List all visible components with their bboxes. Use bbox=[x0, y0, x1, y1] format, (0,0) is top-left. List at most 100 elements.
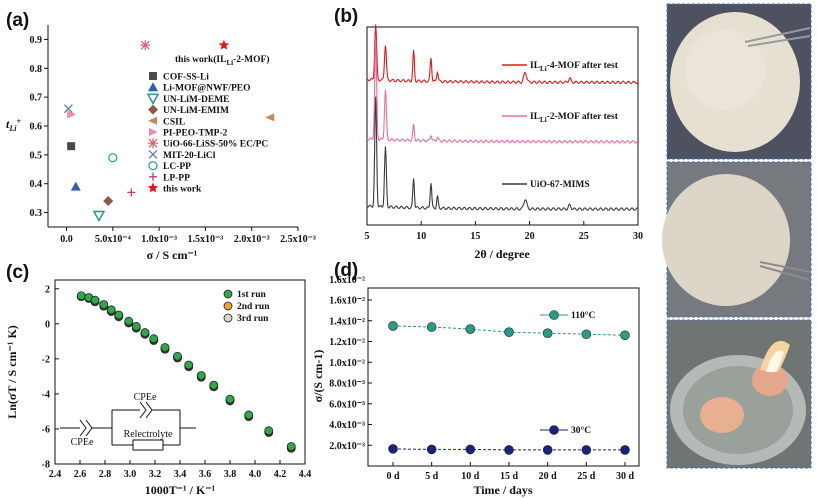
chart-c-legend-marker bbox=[223, 301, 233, 311]
chart-c-xtick-label: 4.2 bbox=[274, 469, 287, 480]
chart-d-legend-label: 110°C bbox=[571, 310, 596, 321]
circuit-label-cpe-top: CPEe bbox=[134, 392, 157, 403]
chart-a-xtick-label: 2.5x10⁻³ bbox=[280, 234, 316, 245]
chart-a-xlabel: σ / S cm⁻¹ bbox=[147, 248, 198, 262]
chart-a-point bbox=[103, 196, 114, 207]
chart-c-point bbox=[196, 371, 206, 380]
photo-membrane-1 bbox=[666, 3, 812, 160]
chart-c-xtick-label: 3.0 bbox=[124, 469, 137, 480]
chart-b-legend-label: ILLi-4-MOF after test bbox=[530, 61, 619, 73]
chart-d-point bbox=[581, 329, 592, 340]
chart-a-legend-marker bbox=[146, 93, 160, 105]
chart-d-xtick-label: 15 d bbox=[500, 471, 519, 482]
chart-b: 2θ / degree 5 10 15 20 25 30 ILLi-4-MOF after … bbox=[365, 24, 643, 261]
chart-c-xtick-label: 3.4 bbox=[174, 469, 187, 480]
chart-d-ytick-label: 1.2x10⁻² bbox=[329, 337, 365, 348]
chart-c-ytick-label: -4 bbox=[42, 389, 50, 400]
chart-d-point bbox=[465, 444, 476, 455]
chart-d-ytick-label: 1.0x10⁻² bbox=[329, 358, 365, 369]
chart-d-legend-label: 30°C bbox=[571, 425, 591, 436]
equivalent-circuit-inset bbox=[60, 401, 196, 451]
circuit-label-cpe-left: CPEe bbox=[71, 437, 94, 448]
chart-a-point bbox=[70, 181, 81, 191]
chart-a: σ / S cm⁻¹ tLi+ this work(ILLi-2-MOF) 0.… bbox=[6, 25, 316, 262]
chart-b-xtick-label: 25 bbox=[579, 231, 589, 242]
chart-d-point bbox=[581, 445, 592, 455]
chart-c-point bbox=[99, 300, 109, 309]
chart-d-point bbox=[388, 321, 398, 331]
chart-c-legend-marker bbox=[223, 313, 233, 323]
chart-a-legend-label: LP-PP bbox=[163, 173, 190, 183]
chart-a-ytick-label: 0.4 bbox=[30, 179, 43, 190]
chart-c-point bbox=[209, 380, 219, 390]
chart-d-point bbox=[620, 330, 630, 341]
chart-c-point bbox=[264, 426, 274, 436]
chart-b-xtick-label: 30 bbox=[633, 231, 643, 242]
chart-c-xtick-label: 4.4 bbox=[299, 469, 312, 480]
chart-d-ytick-label: 8.0x10⁻³ bbox=[329, 379, 365, 390]
chart-a-point bbox=[67, 142, 76, 151]
chart-a-point bbox=[127, 188, 136, 197]
chart-d-ytick-label: 1.6x10⁻² bbox=[329, 296, 365, 307]
chart-a-xtick-label: 5.0x10⁻⁴ bbox=[95, 234, 131, 245]
chart-d-legend-marker bbox=[549, 310, 559, 320]
chart-c-point bbox=[244, 410, 254, 420]
chart-a-annotation: this work(ILLi-2-MOF) bbox=[175, 54, 270, 67]
chart-a-legend-marker bbox=[148, 82, 158, 92]
chart-c-legend-label: 1st run bbox=[237, 290, 266, 300]
chart-c-point bbox=[106, 305, 116, 315]
chart-c-ytick-label: -8 bbox=[42, 460, 50, 471]
panel-label-d: (d) bbox=[334, 260, 358, 281]
chart-a-point bbox=[92, 210, 106, 223]
chart-c-point bbox=[286, 442, 296, 451]
chart-a-point bbox=[63, 104, 73, 114]
chart-c-ytick-label: 2 bbox=[45, 284, 50, 295]
chart-a-legend-label: COF-SS-Li bbox=[163, 73, 209, 83]
chart-a-legend-marker bbox=[148, 160, 158, 171]
chart-a-legend-marker bbox=[148, 138, 158, 149]
chart-a-legend-marker bbox=[149, 72, 157, 80]
chart-a-point bbox=[218, 39, 230, 50]
chart-d-point bbox=[542, 445, 553, 455]
chart-c-legend-label: 2nd run bbox=[237, 302, 270, 312]
chart-b-legend-label: ILLi-2-MOF after test bbox=[530, 112, 619, 124]
chart-c-xtick-label: 2.4 bbox=[49, 469, 62, 480]
chart-a-ytick-label: 0.6 bbox=[30, 122, 43, 133]
chart-a-point bbox=[265, 113, 275, 122]
chart-c-legend-label: 3rd run bbox=[237, 314, 269, 324]
chart-c-point bbox=[149, 334, 159, 344]
chart-c-xtick-label: 3.6 bbox=[199, 469, 212, 480]
chart-c-point bbox=[90, 295, 100, 305]
chart-d-top-label: 1.6x10⁻² bbox=[329, 275, 365, 286]
chart-d-point bbox=[542, 328, 553, 339]
chart-c-xtick-label: 4.0 bbox=[249, 469, 262, 480]
chart-a-legend-label: UN-LiM-DEME bbox=[163, 95, 230, 105]
chart-a-xtick-label: 1.0x10⁻³ bbox=[141, 234, 177, 245]
chart-c-point bbox=[140, 328, 150, 337]
circuit-label-resistor: Relectrolyte bbox=[124, 429, 173, 440]
chart-a-legend-label: MIT-20-LiCl bbox=[163, 151, 216, 161]
chart-d-point bbox=[465, 324, 476, 334]
chart-b-pattern-line bbox=[366, 96, 639, 211]
chart-b-xlabel: 2θ / degree bbox=[474, 247, 530, 261]
chart-c-point bbox=[114, 310, 124, 320]
chart-d-xlabel: Time / days bbox=[473, 483, 532, 497]
chart-a-legend-marker bbox=[148, 104, 158, 115]
chart-d-point bbox=[426, 322, 437, 332]
chart-a-xtick-label: 2.0x10⁻³ bbox=[234, 234, 270, 245]
chart-c-xtick-label: 2.6 bbox=[74, 469, 87, 480]
chart-d: Time / days σ/(S cm-1) 0 d 5 d 10 d 15 d 20 … bbox=[311, 275, 640, 497]
chart-a-point bbox=[140, 40, 151, 51]
chart-d-ytick-label: 6.0x10⁻³ bbox=[329, 399, 365, 410]
chart-b-xtick-label: 5 bbox=[365, 231, 370, 242]
chart-c-xtick-label: 2.8 bbox=[99, 469, 112, 480]
chart-a-legend-label: LC-PP bbox=[163, 162, 191, 172]
chart-b-legend-label: UiO-67-MIMS bbox=[530, 180, 590, 190]
chart-d-xtick-label: 30 d bbox=[616, 471, 635, 482]
chart-c-ytick-label: 0 bbox=[45, 319, 50, 330]
chart-b-frame bbox=[366, 26, 639, 226]
chart-a-ytick-label: 0.8 bbox=[30, 64, 43, 75]
panel-label-c: (c) bbox=[6, 262, 29, 283]
chart-b-pattern-line bbox=[366, 24, 639, 85]
